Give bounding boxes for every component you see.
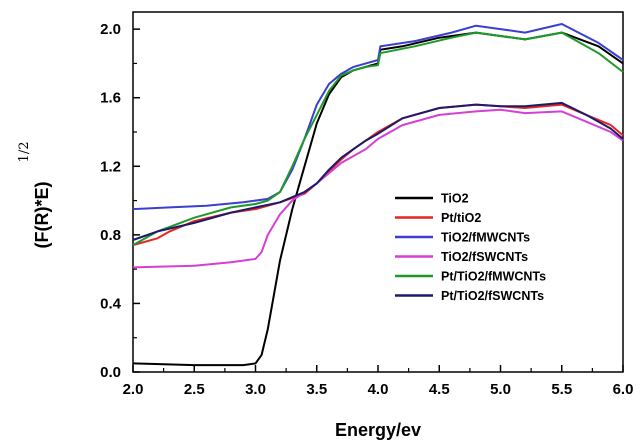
legend: TiO2 Pt/tiO2 TiO2/fMWCNTs TiO2/fSWCNTs Pt/Ti… <box>395 192 546 303</box>
legend-label: TiO2/fSWCNTs <box>441 250 528 264</box>
y-tick-label: 1.6 <box>100 90 121 107</box>
legend-label: Pt/TiO2/fMWCNTs <box>441 270 546 284</box>
x-tick-label: 4.0 <box>368 381 389 398</box>
x-axis-title: Energy/ev <box>335 420 421 440</box>
y-tick-label: 0.8 <box>100 227 121 244</box>
legend-label: TiO2 <box>441 192 469 206</box>
series-line <box>132 23 624 211</box>
legend-item: Pt/tiO2 <box>395 211 481 225</box>
series-line <box>132 101 624 241</box>
x-tick-label: 4.5 <box>429 381 450 398</box>
x-tick-label: 3.0 <box>245 381 266 398</box>
y-tick-label: 0.4 <box>100 295 122 312</box>
legend-label: TiO2/fMWCNTs <box>441 231 530 245</box>
x-tick-label: 5.0 <box>490 381 511 398</box>
tick-labels: 2.0 2.5 3.0 3.5 4.0 4.5 5.0 5.5 6.0 0.0 0.4 0.8 1.2 1… <box>100 21 633 398</box>
legend-item: Pt/TiO2/fMWCNTs <box>395 270 546 284</box>
series-line <box>132 31 624 246</box>
y-axis-title: (F(R)*E) <box>32 182 52 249</box>
x-tick-label: 5.5 <box>551 381 572 398</box>
legend-item: TiO2/fMWCNTs <box>395 231 530 245</box>
x-tick-label: 3.5 <box>306 381 327 398</box>
legend-item: TiO2 <box>395 192 469 206</box>
series-lines <box>132 23 624 367</box>
series-line <box>132 103 624 247</box>
series-line <box>132 31 624 367</box>
axis-ticks <box>132 28 624 373</box>
y-tick-label: 1.2 <box>100 158 121 175</box>
y-tick-label: 2.0 <box>100 21 121 38</box>
legend-item: Pt/TiO2/fSWCNTs <box>395 289 544 303</box>
series-line <box>132 108 624 269</box>
x-tick-label: 2.0 <box>123 381 144 398</box>
y-axis-title-superscript: 1/2 <box>17 142 32 163</box>
legend-label: Pt/TiO2/fSWCNTs <box>441 289 544 303</box>
x-tick-label: 2.5 <box>184 381 205 398</box>
y-tick-label: 0.0 <box>100 364 121 381</box>
x-tick-label: 6.0 <box>613 381 634 398</box>
legend-label: Pt/tiO2 <box>441 211 481 225</box>
legend-item: TiO2/fSWCNTs <box>395 250 528 264</box>
